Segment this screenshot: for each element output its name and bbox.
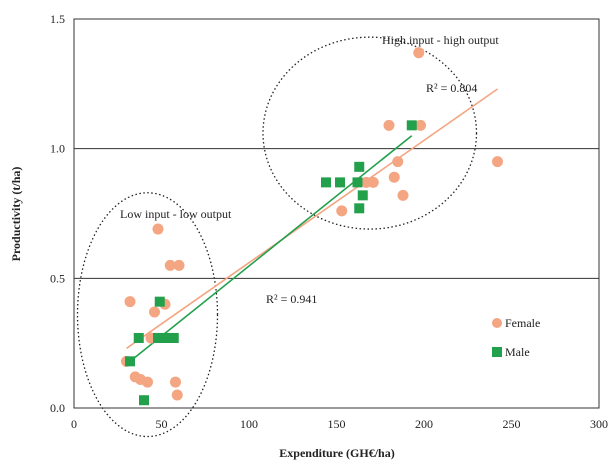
gridlines	[74, 148, 599, 279]
point-male	[139, 395, 149, 406]
point-male	[357, 190, 368, 201]
legend-male-marker	[492, 347, 502, 357]
annotation-high-group: High input - high output	[382, 33, 499, 47]
point-female	[173, 259, 185, 271]
cluster-ellipse-0	[76, 192, 219, 438]
point-female	[413, 47, 425, 59]
plot-area	[73, 18, 600, 409]
point-male	[156, 332, 167, 343]
legend: Female Male	[492, 316, 540, 359]
y-axis-title: Productivity (t/ha)	[9, 167, 23, 262]
y-tick-label: 0.5	[50, 271, 65, 285]
trendline-female	[126, 88, 498, 350]
annotation-low-group: Low input - low output	[120, 207, 232, 221]
point-female	[152, 223, 164, 235]
x-tick-label: 200	[415, 417, 433, 431]
x-tick-label: 0	[71, 417, 77, 431]
x-axis-title: Expenditure (GH€/ha)	[279, 446, 394, 460]
point-male	[354, 203, 365, 214]
point-female	[171, 389, 183, 401]
point-female	[170, 376, 181, 388]
point-female	[415, 119, 426, 131]
x-tick-label: 250	[503, 417, 521, 431]
point-male	[352, 177, 363, 188]
trendlines	[126, 88, 498, 362]
y-axis-ticks: 0.0 0.5 1.0 1.5	[50, 12, 65, 415]
y-tick-label: 0.0	[50, 401, 65, 415]
point-male	[335, 177, 345, 188]
point-female	[492, 156, 503, 168]
point-male	[168, 332, 179, 343]
legend-male-label: Male	[505, 345, 530, 359]
annotation-r2-high: R² = 0.804	[426, 81, 477, 95]
point-female	[124, 296, 136, 308]
x-tick-label: 100	[240, 417, 258, 431]
point-male	[154, 296, 165, 307]
y-tick-label: 1.0	[50, 142, 65, 156]
point-female	[397, 189, 409, 201]
trendline-male	[129, 135, 413, 362]
point-female	[392, 156, 404, 168]
cluster-ellipses	[76, 36, 478, 438]
point-male	[406, 120, 417, 131]
point-male	[125, 356, 135, 367]
legend-female-label: Female	[505, 316, 540, 330]
point-female	[367, 176, 379, 188]
point-female	[388, 171, 400, 183]
x-tick-label: 150	[328, 417, 346, 431]
point-male	[133, 332, 144, 343]
annotation-r2-low: R² = 0.941	[266, 292, 317, 306]
x-axis-ticks: 0 50 100 150 200 250 300	[71, 417, 608, 431]
legend-female-marker	[492, 318, 502, 328]
point-female	[142, 376, 153, 388]
point-female	[149, 306, 160, 318]
cluster-ellipse-1	[262, 36, 478, 230]
y-tick-label: 1.5	[50, 12, 65, 26]
data-points	[121, 47, 503, 406]
x-tick-label: 50	[156, 417, 168, 431]
point-female	[336, 205, 348, 217]
point-female	[164, 259, 176, 271]
point-male	[321, 177, 331, 188]
point-male	[354, 161, 365, 172]
point-female	[383, 119, 395, 131]
x-tick-label: 300	[590, 417, 608, 431]
